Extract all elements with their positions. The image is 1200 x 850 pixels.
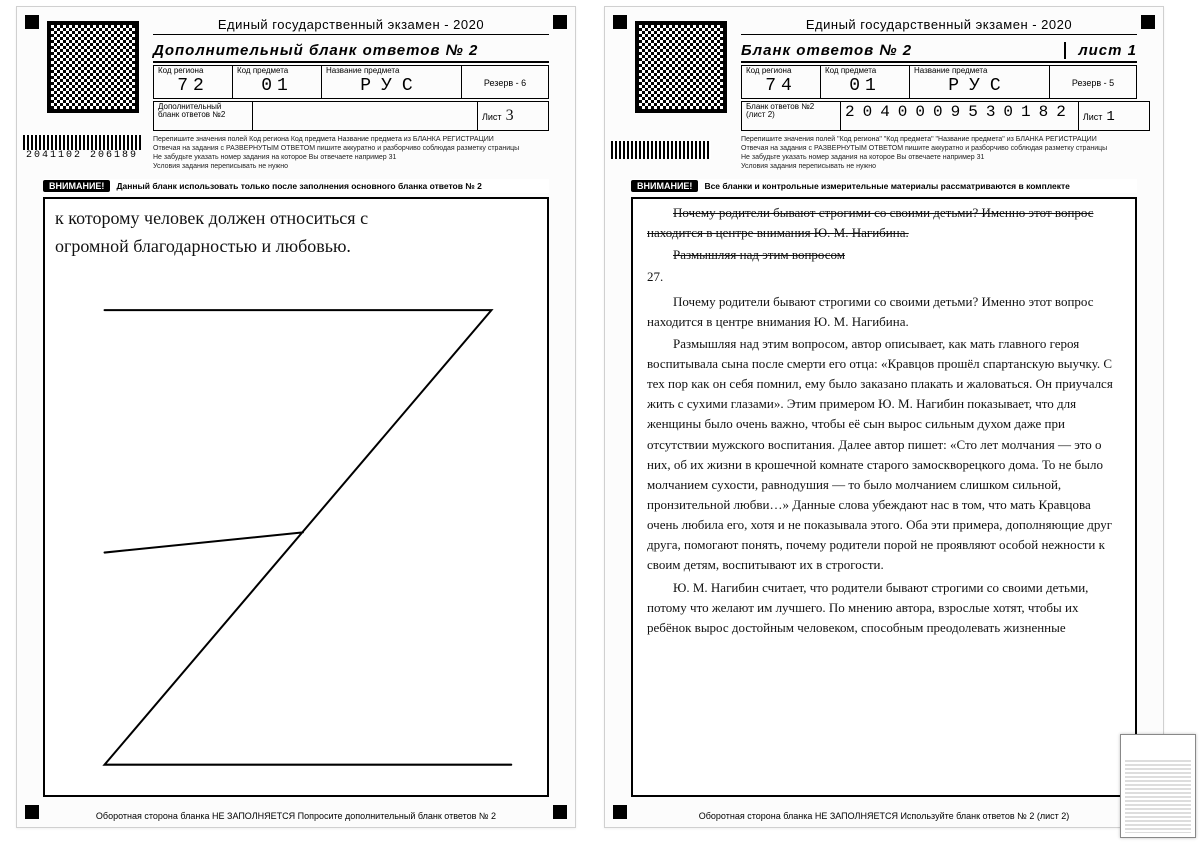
hand-struck: Размышляя над этим вопросом (647, 245, 1121, 265)
value-subject-name: РУС (914, 75, 1045, 97)
warning-tag: ВНИМАНИЕ! (631, 180, 698, 192)
fiducial-mark (25, 15, 39, 29)
codes-row: Код региона 74 Код предмета 01 Название … (741, 65, 1137, 99)
fiducial-mark (613, 805, 627, 819)
value-subject-code: 01 (825, 75, 905, 97)
label-serial: Бланк ответов №2 (лист 2) (746, 103, 836, 119)
handwritten-essay: Почему родители бывают строгими со своим… (633, 199, 1135, 644)
warning-text: Данный бланк использовать только после з… (116, 181, 525, 191)
cross-out-mark (45, 199, 547, 795)
warning-strip: ВНИМАНИЕ! Данный бланк использовать толь… (43, 179, 549, 193)
fiducial-mark (553, 15, 567, 29)
hand-paragraph: Ю. М. Нагибин считает, что родители быва… (647, 578, 1121, 638)
fiducial-mark (1141, 15, 1155, 29)
writing-area: к которому человек должен относиться с о… (43, 197, 549, 797)
label-subject-name: Название предмета (326, 67, 457, 75)
answer-sheet-extra: Единый государственный экзамен - 2020 До… (16, 6, 576, 828)
codes-row: Код региона 72 Код предмета 01 Название … (153, 65, 549, 99)
qr-code (635, 21, 727, 113)
label-sheet: Лист (1083, 112, 1103, 122)
value-sheet-no: 1 (1106, 109, 1114, 125)
hand-struck: Почему родители бывают строгими со своим… (647, 203, 1121, 243)
barcode (611, 141, 711, 167)
answer-sheet-main: Единый государственный экзамен - 2020 Бл… (604, 6, 1164, 828)
reserve-box: Резерв - 6 (461, 65, 549, 99)
form-title: Бланк ответов № 2 лист 1 (741, 37, 1137, 63)
label-extra-sheet: Дополнительный бланк ответов №2 (158, 103, 248, 119)
task-number: 27. (647, 267, 1121, 287)
instructions-fineprint: Перепишите значения полей Код региона Ко… (153, 135, 549, 171)
warning-text: Все бланки и контрольные измерительные м… (704, 181, 1113, 191)
warning-tag: ВНИМАНИЕ! (43, 180, 110, 192)
form-title-text: Бланк ответов № 2 (741, 42, 912, 59)
label-region: Код региона (746, 67, 816, 75)
label-subject-name: Название предмета (914, 67, 1045, 75)
value-region: 74 (746, 75, 816, 97)
value-serial: 2040009530182 (845, 103, 1074, 121)
form-title: Дополнительный бланк ответов № 2 (153, 37, 549, 63)
fiducial-mark (553, 805, 567, 819)
value-sheet-no: 3 (506, 104, 514, 129)
hand-paragraph: Почему родители бывают строгими со своим… (647, 292, 1121, 332)
label-subject-code: Код предмета (825, 67, 905, 75)
fiducial-mark (25, 805, 39, 819)
serial-row: Бланк ответов №2 (лист 2) 2040009530182 … (741, 101, 1137, 131)
value-subject-code: 01 (237, 75, 317, 97)
label-subject-code: Код предмета (237, 67, 317, 75)
label-region: Код региона (158, 67, 228, 75)
leaf-title: лист 1 (1064, 42, 1137, 59)
fiducial-mark (613, 15, 627, 29)
reserve-box: Резерв - 5 (1049, 65, 1137, 99)
page-thumbnail (1120, 734, 1196, 838)
footer-note: Оборотная сторона бланка НЕ ЗАПОЛНЯЕТСЯ … (631, 811, 1137, 821)
footer-note: Оборотная сторона бланка НЕ ЗАПОЛНЯЕТСЯ … (43, 811, 549, 821)
warning-strip: ВНИМАНИЕ! Все бланки и контрольные измер… (631, 179, 1137, 193)
value-subject-name: РУС (326, 75, 457, 97)
serial-row: Дополнительный бланк ответов №2 Лист 3 (153, 101, 549, 131)
writing-area: Почему родители бывают строгими со своим… (631, 197, 1137, 797)
exam-title: Единый государственный экзамен - 2020 (741, 17, 1137, 35)
value-region: 72 (158, 75, 228, 97)
barcode-digits: 2041102 206189 (26, 150, 138, 161)
instructions-fineprint: Перепишите значения полей "Код региона" … (741, 135, 1137, 171)
barcode: 2041102 206189 (23, 135, 141, 161)
hand-paragraph: Размышляя над этим вопросом, автор описы… (647, 334, 1121, 576)
qr-code (47, 21, 139, 113)
label-sheet: Лист (482, 112, 502, 122)
form-title-text: Дополнительный бланк ответов № 2 (153, 42, 478, 59)
exam-title: Единый государственный экзамен - 2020 (153, 17, 549, 35)
